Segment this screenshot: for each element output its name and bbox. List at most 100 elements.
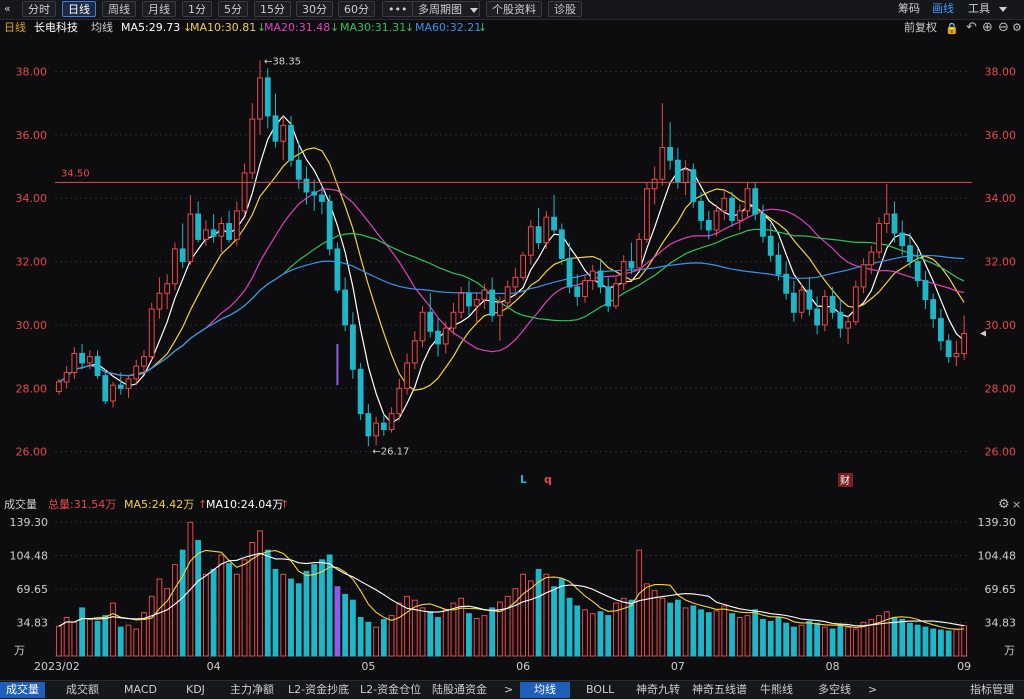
- candle-body: [690, 169, 697, 202]
- candle-body: [79, 352, 85, 364]
- tab-turnover[interactable]: 成交额: [66, 683, 99, 696]
- volume-bar: [775, 617, 782, 657]
- adjust-mode-button[interactable]: 前复权: [904, 21, 937, 34]
- candle-down: [226, 210, 232, 243]
- volume-bar: [110, 602, 116, 657]
- period-tab-60min[interactable]: 60分: [338, 1, 375, 17]
- candle-up: [744, 182, 751, 218]
- tab-boll[interactable]: BOLL: [586, 683, 615, 696]
- candle-down: [907, 233, 913, 268]
- candle-down: [667, 122, 674, 170]
- diagnose-button[interactable]: 诊股: [548, 1, 582, 17]
- zoom-out-icon[interactable]: ⊖: [998, 20, 1009, 35]
- ma5-value: MA5:29.73: [121, 21, 181, 34]
- volume-bar: [821, 626, 828, 657]
- tab-long-short[interactable]: 多空线: [818, 683, 851, 696]
- tab-macd[interactable]: MACD: [124, 683, 157, 696]
- candle-body: [907, 245, 913, 263]
- candle-body: [249, 118, 256, 174]
- candle-down: [914, 248, 921, 287]
- candle-body: [783, 273, 790, 294]
- zoom-in-icon[interactable]: ⊕: [982, 20, 993, 35]
- candle-body: [829, 295, 836, 313]
- tab-volume[interactable]: 成交量: [0, 682, 45, 698]
- tab-main-net[interactable]: 主力净额: [230, 683, 274, 696]
- period-tab-5min[interactable]: 5分: [218, 1, 248, 17]
- tab-magic-nine[interactable]: 神奇九转: [636, 683, 680, 696]
- candle-body: [520, 254, 527, 278]
- candle-body: [876, 223, 882, 253]
- tab-bull-bear[interactable]: 牛熊线: [760, 683, 793, 696]
- candle-body: [589, 270, 596, 282]
- y-axis: 38.00 38.00 36.00 36.00 34.00 34.00 32.00 32.00…: [16, 66, 1017, 459]
- multi-period-dropdown[interactable]: 多周期图: [412, 1, 480, 17]
- tab-l2-bottom[interactable]: L2-资金抄底: [288, 683, 350, 696]
- candle-body: [55, 381, 62, 392]
- candle-body: [303, 178, 310, 193]
- volume-bar: [713, 610, 720, 657]
- volume-bar: [326, 554, 333, 657]
- volume-bar: [380, 618, 387, 657]
- volume-bar: [582, 609, 588, 657]
- tab-magic-five[interactable]: 神奇五线谱: [692, 683, 747, 696]
- volume-tick-right: 139.30: [978, 516, 1017, 529]
- more-periods-button[interactable]: •••: [382, 1, 414, 17]
- volume-bar: [264, 549, 271, 657]
- undo-icon[interactable]: ↶: [966, 20, 977, 35]
- period-tab-15min[interactable]: 15分: [254, 1, 291, 17]
- chips-button[interactable]: 筹码: [898, 2, 920, 15]
- draw-line-button[interactable]: 画线: [932, 2, 954, 15]
- candle-down: [117, 372, 124, 395]
- candle-body: [117, 384, 124, 389]
- indicator-manage-button[interactable]: 指标管理: [970, 683, 1014, 696]
- period-tab-timeshare[interactable]: 分时: [22, 1, 56, 17]
- candle-body: [775, 254, 782, 275]
- lock-icon[interactable]: 🔒: [945, 22, 959, 35]
- top-toolbar: « 分时 日线 周线 月线 1分 5分 15分 30分 60分 ••• 多周期图…: [0, 0, 1024, 20]
- stock-info-button[interactable]: 个股资料: [486, 1, 542, 17]
- volume-bar: [365, 621, 372, 657]
- ma20-value: MA20:31.48: [264, 21, 331, 34]
- settings-icon[interactable]: ⚙: [998, 497, 1010, 512]
- more-left-button[interactable]: >: [504, 683, 514, 696]
- candle-body: [682, 169, 689, 183]
- close-icon[interactable]: ×: [1012, 498, 1022, 511]
- candle-body: [729, 197, 735, 221]
- candle-body: [280, 124, 287, 142]
- candlestick-chart[interactable]: 34.50 ←38.35 ←26.17 L q 财 38.00 38.00 36.00 36.0…: [0, 37, 1024, 497]
- tools-menu[interactable]: 工具: [968, 1, 1007, 17]
- period-tab-1min[interactable]: 1分: [182, 1, 212, 17]
- double-chevron-left-icon[interactable]: «: [4, 2, 11, 15]
- volume-bar: [102, 615, 109, 657]
- candle-down: [272, 93, 279, 148]
- tab-l2-position[interactable]: L2-资金仓位: [360, 683, 422, 696]
- tab-kdj[interactable]: KDJ: [186, 683, 205, 696]
- candle-body: [535, 226, 542, 244]
- x-tick-label: 05: [361, 660, 375, 673]
- ma60-line: [58, 254, 965, 383]
- candle-body: [380, 422, 387, 430]
- period-tab-weekly[interactable]: 周线: [102, 1, 136, 17]
- candle-down: [210, 214, 217, 243]
- candle-body: [257, 77, 263, 120]
- volume-bar: [489, 607, 496, 657]
- candle-up: [721, 188, 728, 221]
- tab-northbound[interactable]: 陆股通资金: [432, 683, 487, 696]
- x-tick-label: 06: [516, 660, 530, 673]
- volume-chart[interactable]: 139.30 139.30 104.48 104.48 69.65 69.65 34.83 3…: [0, 514, 1024, 679]
- low-annotation: ←26.17: [372, 446, 409, 457]
- candle-body: [574, 286, 581, 297]
- volume-bar: [512, 588, 519, 657]
- volume-tick-left: 104.48: [10, 549, 49, 562]
- more-right-button[interactable]: >: [868, 683, 878, 696]
- settings-icon[interactable]: ⚙: [1012, 21, 1022, 34]
- candle-down: [102, 369, 109, 405]
- period-tab-daily[interactable]: 日线: [62, 1, 96, 17]
- tab-ma[interactable]: 均线: [520, 682, 570, 698]
- candle-body: [837, 311, 844, 329]
- volume-bar: [806, 620, 813, 657]
- period-tab-30min[interactable]: 30分: [296, 1, 333, 17]
- candle-body: [644, 188, 650, 240]
- volume-bar: [311, 564, 318, 657]
- period-tab-monthly[interactable]: 月线: [142, 1, 176, 17]
